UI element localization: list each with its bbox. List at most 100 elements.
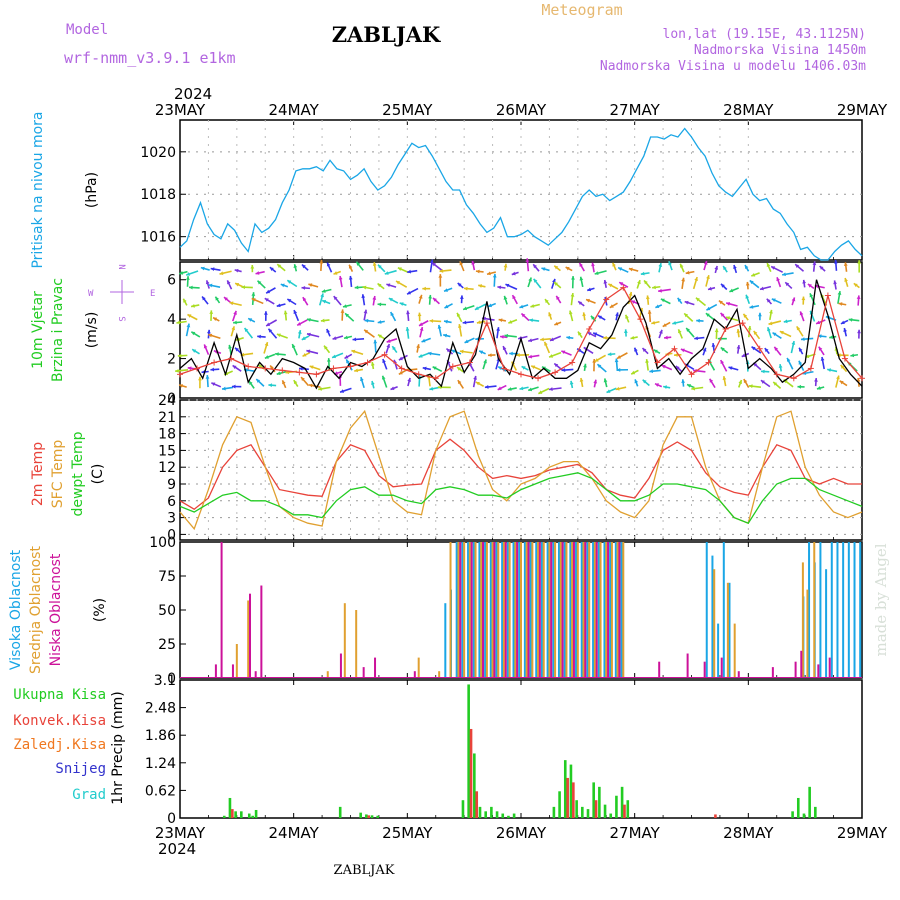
bar-1 xyxy=(733,623,736,678)
wind-arrow-head xyxy=(222,386,226,391)
bar-1 xyxy=(622,542,625,678)
wind-arrow-head xyxy=(634,379,639,384)
bar-0 xyxy=(501,813,505,818)
bar-2 xyxy=(254,671,257,678)
wind-arrow-head xyxy=(709,378,714,383)
bar-0 xyxy=(836,542,839,678)
bar-0 xyxy=(853,542,856,678)
wind-arrow-head xyxy=(679,263,684,268)
bar-2 xyxy=(561,542,564,678)
wind-arrow-head xyxy=(297,321,302,326)
wind-arrow-head xyxy=(326,358,331,362)
wind-arrow-head xyxy=(776,277,780,282)
bar-0 xyxy=(592,542,595,678)
wind-arrow-head xyxy=(213,317,218,321)
bar-0 xyxy=(557,542,560,678)
coords-label: lon,lat (19.15E, 43.1125N) xyxy=(663,27,867,42)
wind-arrow-head xyxy=(502,346,507,351)
wind-arrow-head xyxy=(760,380,765,384)
bar-2 xyxy=(413,671,416,678)
y-tick-label: 24 xyxy=(158,393,176,409)
wind-arrow-head xyxy=(498,366,503,371)
bar-0 xyxy=(859,542,862,678)
bar-1 xyxy=(468,542,471,678)
wind-arrow-head xyxy=(233,310,237,315)
wind-arrow-head xyxy=(779,331,784,335)
wind-arrow-head xyxy=(844,277,848,282)
wind-arrow-head xyxy=(340,389,345,393)
wind-arrow-head xyxy=(616,367,621,372)
wind-arrow-head xyxy=(370,361,375,366)
bar-0 xyxy=(370,815,374,818)
wind-arrow-head xyxy=(525,258,530,263)
wind-arrow-head xyxy=(761,369,765,374)
bar-0 xyxy=(254,809,258,818)
temp-ylabel-sfc: SFC Temp xyxy=(50,440,66,509)
wind-arrow-head xyxy=(282,380,286,385)
wind-arrow-head xyxy=(398,356,403,361)
wind-arrow-head xyxy=(503,263,508,268)
time-tick-label-bottom: 29MAY xyxy=(837,824,888,842)
bar-2 xyxy=(595,542,598,678)
bar-2 xyxy=(527,542,530,678)
wind-arrow-head xyxy=(512,295,516,300)
temp-lines xyxy=(179,409,863,531)
watermark: made by Angel xyxy=(872,543,890,656)
wind-arrow-head xyxy=(561,350,566,355)
wind-arrow-head xyxy=(496,327,500,331)
wind-arrow-head xyxy=(631,300,636,304)
wind-arrow-head xyxy=(377,334,382,339)
compass-north: N xyxy=(116,264,126,269)
wind-arrow-head xyxy=(593,379,598,384)
bar-0 xyxy=(506,542,509,678)
wind-arrow-head xyxy=(332,354,337,359)
wind-arrow-head xyxy=(256,379,261,383)
y-tick-label: 100 xyxy=(149,535,176,551)
cloud-unit: (%) xyxy=(92,598,108,622)
wind-arrow-head xyxy=(405,327,410,331)
cloud-ylabel-low: Niska Oblacnost xyxy=(48,553,64,666)
wind-arrow-head xyxy=(681,277,686,282)
bar-2 xyxy=(493,542,496,678)
wind-arrow-head xyxy=(617,355,622,359)
wind-arrow-head xyxy=(743,313,748,318)
bar-0 xyxy=(597,542,600,678)
wind-arrow-head xyxy=(607,352,612,357)
wind-arrow-head xyxy=(268,383,273,388)
wind-arrow-head xyxy=(583,363,587,368)
wind-arrow-head xyxy=(384,271,389,275)
wind-arrow-head xyxy=(266,322,271,326)
wind-arrow-head xyxy=(706,275,710,280)
wind-arrow-head xyxy=(202,296,206,301)
wind-arrow-head xyxy=(464,339,469,344)
wind-arrow-head xyxy=(644,280,648,285)
wind-arrow-head xyxy=(508,320,513,324)
wind-arrow-head xyxy=(659,329,663,334)
wind-arrow-head xyxy=(628,291,633,296)
wind-arrow-head xyxy=(306,332,311,337)
temp-grid xyxy=(180,399,862,540)
bar-2 xyxy=(374,657,377,678)
wind-arrow-head xyxy=(463,306,468,311)
y-tick-label: 15 xyxy=(158,443,176,459)
wind-arrow-head xyxy=(645,295,650,300)
bar-2 xyxy=(572,542,575,678)
wind-arrow-head xyxy=(463,286,468,291)
wind-arrow-head xyxy=(747,326,752,330)
bar-1 xyxy=(326,671,329,678)
wind-arrow-head xyxy=(203,344,208,349)
wind-arrow-head xyxy=(843,262,848,266)
wind-arrow-head xyxy=(427,351,432,356)
bar-0 xyxy=(728,582,731,678)
wind-arrow-head xyxy=(651,320,656,325)
wind-arrow-head xyxy=(306,318,311,322)
wind-arrow-head xyxy=(209,310,214,314)
wind-arrow-head xyxy=(250,265,255,269)
bar-1 xyxy=(417,657,420,678)
bar-0 xyxy=(563,760,567,818)
y-tick-label: 2.48 xyxy=(145,701,176,717)
wind-arrow-head xyxy=(529,318,533,323)
pressure-lines xyxy=(179,127,863,261)
wind-arrow-head xyxy=(566,335,571,340)
